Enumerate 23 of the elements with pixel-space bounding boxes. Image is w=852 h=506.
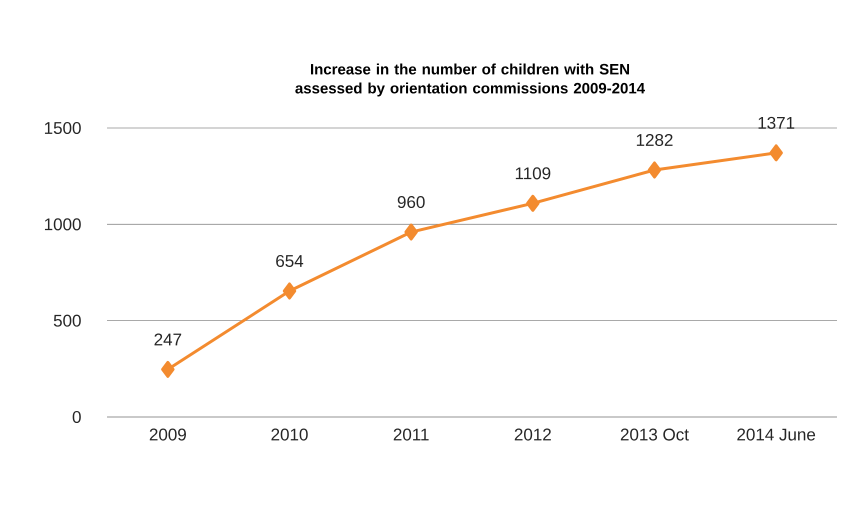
data-label: 654: [276, 254, 304, 268]
x-tick-label: 2014 June: [737, 428, 816, 441]
x-tick-label: 2009: [150, 428, 186, 441]
point: [282, 282, 296, 300]
point: [404, 224, 418, 241]
y-tick-label: 500: [54, 314, 81, 327]
data-label: 960: [398, 196, 425, 208]
data-label: 1109: [516, 167, 550, 180]
point: [526, 194, 540, 212]
data-label: 1282: [636, 134, 673, 146]
data-label: 247: [154, 333, 182, 346]
point: [648, 162, 662, 178]
y-tick-label: 1500: [44, 122, 81, 134]
point: [161, 360, 175, 378]
x-tick-label: 2011: [394, 428, 429, 441]
x-tick-label: 2010: [271, 428, 308, 441]
chart-title: Increase in the number of children with SEN assessed by orientation commissions 2009-2014: [295, 64, 645, 96]
x-tick-label: 2013 Oct: [620, 428, 689, 441]
y-tick-label: 1000: [44, 218, 81, 230]
x-tick-label: 2012: [514, 428, 551, 441]
point: [769, 144, 783, 162]
y-tick-label: 0: [72, 410, 81, 424]
data-label: 1371: [758, 116, 794, 129]
